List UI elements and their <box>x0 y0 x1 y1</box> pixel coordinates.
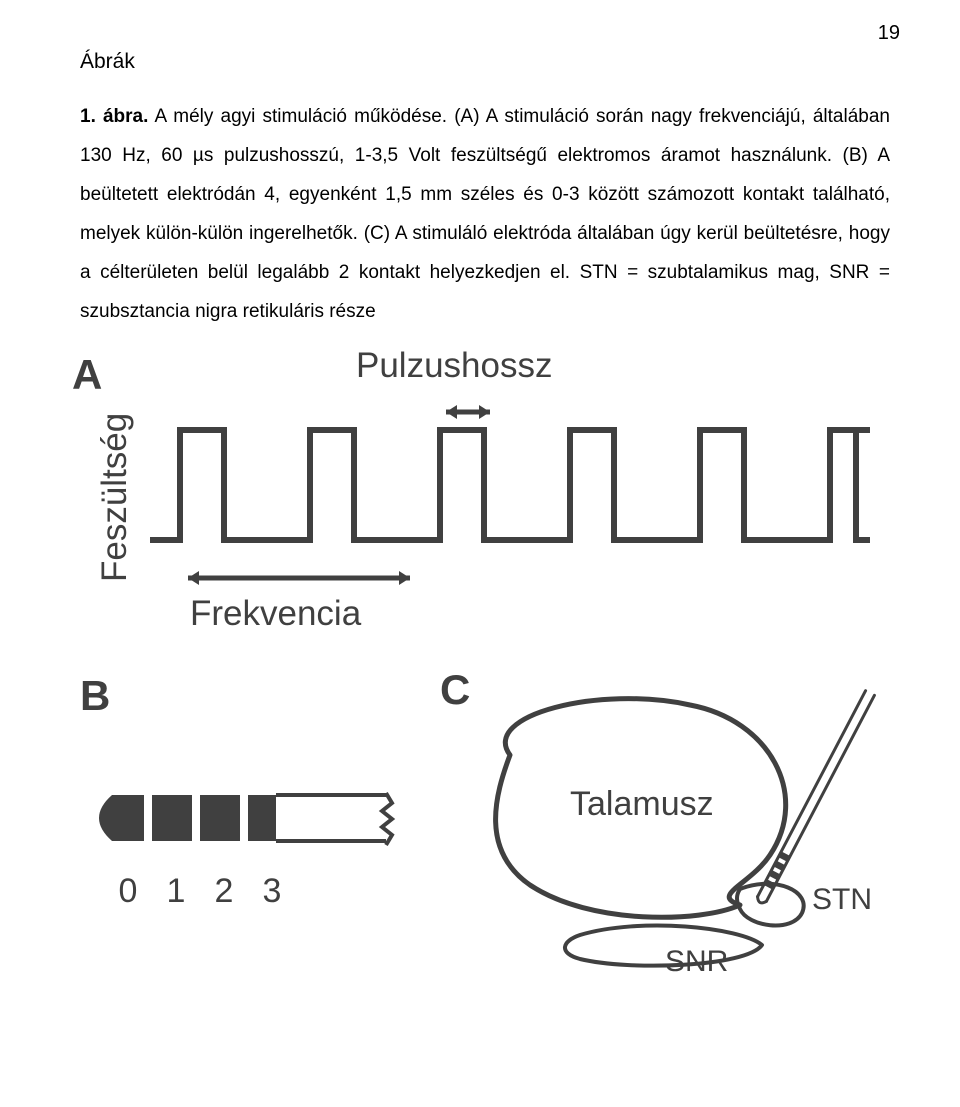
panel-a-left: A Feszültség <box>80 354 150 592</box>
svg-text:STN: STN <box>812 883 872 916</box>
panel-b-letter: B <box>80 675 440 717</box>
svg-text:Talamusz: Talamusz <box>570 785 714 823</box>
caption-body: (A) A stimuláció során nagy frekvenciájú… <box>80 106 890 322</box>
panel-c-svg: Talamusz STN SNR <box>440 675 880 975</box>
panel-bc-row: B 0 1 2 3 C TalamuszSTNSNR <box>80 675 890 980</box>
caption-lead: 1. ábra. <box>80 106 148 127</box>
frequency-label: Frekvencia <box>190 594 361 634</box>
panel-a-letter: A <box>72 354 102 396</box>
panel-b: B 0 1 2 3 <box>80 675 440 911</box>
panel-c-letter: C <box>440 669 470 711</box>
figure-area: A Feszültség Pulzushossz Frekvencia <box>80 354 890 980</box>
panel-a-svg <box>150 390 870 610</box>
pulse-width-label: Pulzushossz <box>356 346 552 386</box>
panel-b-svg <box>80 783 410 863</box>
page-root: 19 Ábrák 1. ábra. A mély agyi stimuláció… <box>0 0 960 1010</box>
contact-label-3: 3 <box>248 872 296 911</box>
svg-text:SNR: SNR <box>665 945 728 975</box>
panel-b-numbers: 0 1 2 3 <box>104 872 440 911</box>
panel-a-row: A Feszültség Pulzushossz Frekvencia <box>80 354 890 615</box>
y-axis-label: Feszültség <box>95 402 135 592</box>
contact-label-1: 1 <box>152 872 200 911</box>
panel-a-body: Pulzushossz Frekvencia <box>150 354 890 615</box>
contact-label-2: 2 <box>200 872 248 911</box>
page-number: 19 <box>878 22 900 45</box>
panel-c: C TalamuszSTNSNR <box>440 675 890 980</box>
section-title: Ábrák <box>80 50 890 74</box>
figure-caption: 1. ábra. A mély agyi stimuláció működése… <box>80 98 890 332</box>
caption-s1: A mély agyi stimuláció működése. <box>148 106 454 127</box>
contact-label-0: 0 <box>104 872 152 911</box>
